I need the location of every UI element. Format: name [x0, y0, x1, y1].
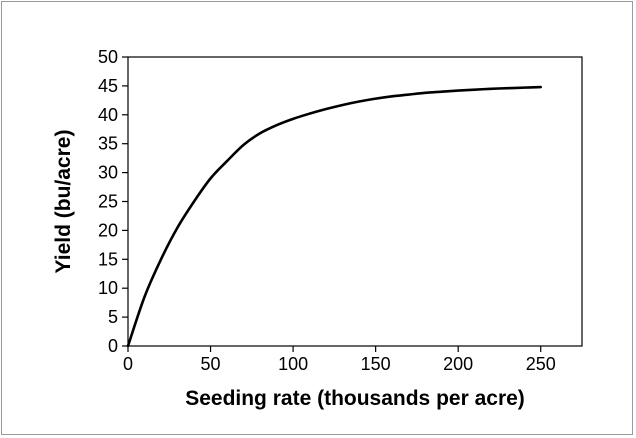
x-tick-label: 50 [201, 354, 221, 374]
plot-area [127, 56, 583, 347]
y-tick-label: 30 [98, 163, 118, 183]
x-tick-label: 0 [123, 354, 133, 374]
y-tick-label: 0 [108, 336, 118, 356]
y-tick-label: 45 [98, 76, 118, 96]
x-tick-label: 250 [526, 354, 556, 374]
x-axis-title: Seeding rate (thousands per acre) [185, 387, 525, 410]
y-tick-label: 5 [108, 307, 118, 327]
x-tick-label: 150 [361, 354, 391, 374]
x-tick-label: 100 [278, 354, 308, 374]
series-layer [126, 85, 543, 348]
ticks-layer: 0 50 100 150 200 250 0 5 10 15 20 25 30 35 40 45 50 [98, 47, 556, 374]
y-tick-label: 35 [98, 134, 118, 154]
yield-curve-line [126, 85, 543, 348]
y-tick-label: 10 [98, 278, 118, 298]
y-tick-label: 50 [98, 47, 118, 67]
y-tick-label: 40 [98, 105, 118, 125]
x-tick-label: 200 [443, 354, 473, 374]
y-tick-label: 20 [98, 220, 118, 240]
y-axis-title: Yield (bu/acre) [52, 130, 75, 274]
y-tick-label: 25 [98, 192, 118, 212]
y-tick-label: 15 [98, 249, 118, 269]
